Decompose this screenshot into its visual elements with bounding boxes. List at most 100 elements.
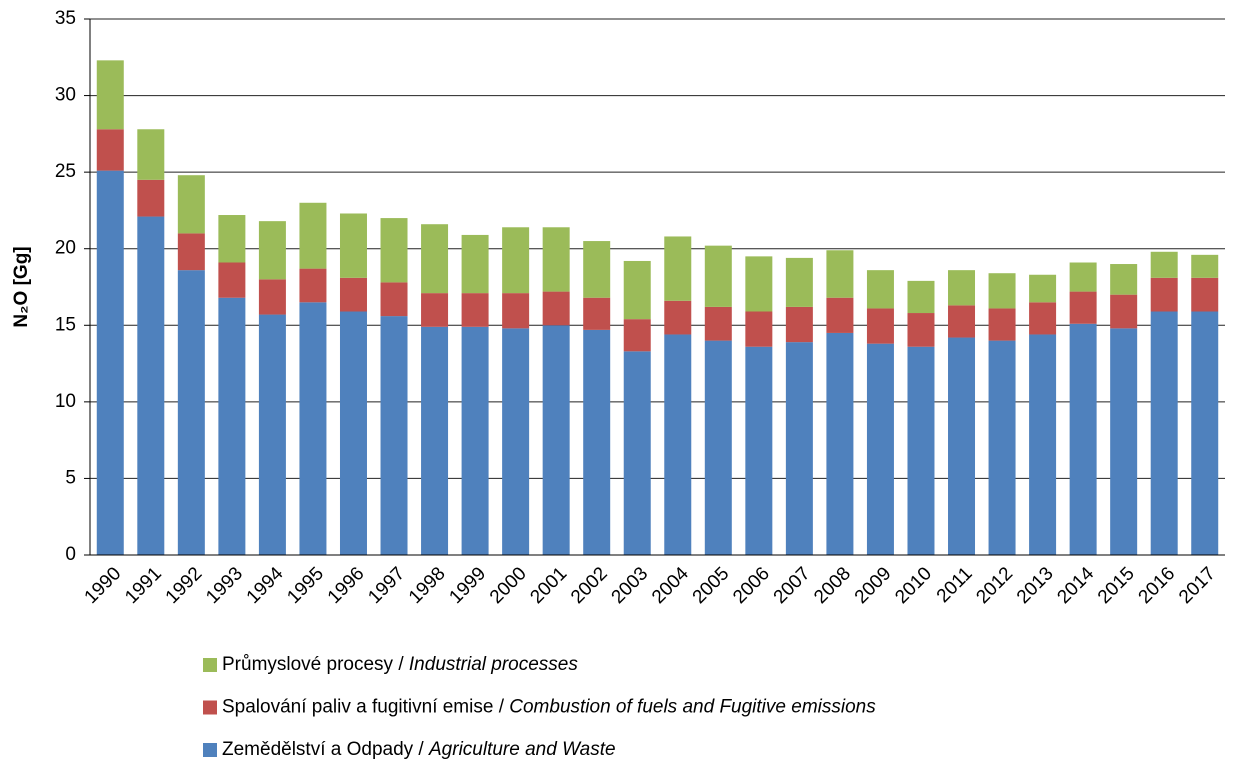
bar-segment	[502, 293, 530, 329]
x-tick-label: 2015	[1094, 563, 1139, 608]
bar-segment	[1191, 277, 1219, 312]
bar-segment	[907, 346, 935, 555]
bar-segment	[623, 351, 651, 555]
bar-segment	[137, 216, 165, 555]
legend-swatch	[203, 743, 217, 757]
bar-segment	[461, 293, 489, 327]
bar-segment	[299, 268, 327, 303]
bar-segment	[988, 273, 1016, 309]
bar-segment	[826, 250, 854, 298]
bar-segment	[502, 328, 530, 555]
bar-segment	[704, 245, 732, 307]
bar-segment	[218, 262, 246, 298]
bar-segment	[948, 337, 976, 555]
bar-segment	[299, 302, 327, 555]
x-tick-label: 2000	[486, 563, 531, 608]
bar-segment	[1150, 311, 1178, 555]
bar-segment	[583, 241, 611, 298]
bar-segment	[96, 170, 124, 555]
y-tick-label: 15	[55, 314, 76, 335]
y-tick-label: 0	[65, 544, 76, 565]
bar-segment	[542, 325, 570, 555]
x-tick-label: 2004	[648, 563, 693, 608]
legend-swatch	[203, 700, 217, 715]
legend-label: Spalování paliv a fugitivní emise / Comb…	[222, 697, 876, 718]
bar-segment	[1110, 264, 1138, 295]
x-tick-label: 1991	[121, 563, 166, 608]
bar-segment	[664, 236, 692, 301]
bar-segment	[1069, 291, 1097, 324]
bar-segment	[1191, 311, 1219, 555]
x-tick-label: 1995	[283, 563, 328, 608]
bar-segment	[137, 179, 165, 217]
bar-segment	[1150, 251, 1178, 278]
bar-segment	[948, 305, 976, 338]
x-tick-label: 2005	[689, 563, 734, 608]
bar-segment	[258, 279, 286, 315]
bar-segment	[339, 213, 367, 278]
x-tick-label: 1992	[162, 563, 207, 608]
bar-segment	[218, 297, 246, 555]
bar-segment	[96, 129, 124, 171]
bar-segment	[948, 270, 976, 306]
bar-segment	[745, 256, 773, 312]
bar-segment	[583, 329, 611, 555]
x-tick-label: 1997	[364, 563, 409, 608]
bar-segment	[177, 233, 205, 271]
bar-segment	[988, 340, 1016, 555]
x-tick-label: 2007	[770, 563, 815, 608]
x-tick-label: 1993	[202, 563, 247, 608]
bar-segment	[623, 319, 651, 352]
bar-segment	[1110, 294, 1138, 329]
bar-segment	[1069, 323, 1097, 555]
x-tick-label: 2001	[526, 563, 571, 608]
bar-segment	[826, 332, 854, 555]
bar-segment	[96, 60, 124, 130]
legend-label: Průmyslové procesy / Industrial processe…	[222, 654, 578, 675]
bar-segment	[258, 314, 286, 555]
bar-segment	[785, 257, 813, 307]
bar-segment	[907, 280, 935, 314]
bar-segment	[299, 202, 327, 269]
bar-segment	[826, 297, 854, 333]
x-tick-label: 1990	[81, 563, 126, 608]
legend-text: Průmyslové procesy /	[222, 654, 409, 675]
legend-swatch	[203, 658, 217, 672]
bar-segment	[988, 308, 1016, 341]
x-tick-label: 2010	[891, 563, 936, 608]
x-tick-label: 1999	[445, 563, 490, 608]
bar-segment	[339, 311, 367, 555]
bar-segment	[1029, 274, 1057, 303]
bar-segment	[1150, 277, 1178, 312]
bar-segment	[1191, 254, 1219, 278]
bar-segment	[704, 306, 732, 341]
bar-segment	[461, 326, 489, 555]
bar-segment	[177, 270, 205, 555]
bar-segment	[421, 293, 449, 327]
bar-segment	[664, 300, 692, 335]
x-tick-label: 2006	[729, 563, 774, 608]
y-tick-label: 35	[55, 8, 76, 29]
bar-segment	[502, 227, 530, 294]
bar-segment	[137, 129, 165, 180]
bar-segment	[542, 291, 570, 326]
bar-segment	[1110, 328, 1138, 555]
x-tick-label: 2011	[933, 563, 977, 607]
x-tick-label: 2003	[608, 563, 653, 608]
bar-segment	[421, 224, 449, 294]
bar-segment	[380, 282, 408, 317]
bar-segment	[1069, 262, 1097, 292]
y-tick-label: 5	[65, 467, 76, 488]
bar-segment	[907, 313, 935, 347]
bar-segment	[542, 227, 570, 292]
x-tick-label: 2009	[851, 563, 896, 608]
bar-segment	[623, 260, 651, 320]
bar-segment	[177, 175, 205, 234]
x-tick-label: 1996	[324, 563, 369, 608]
bar-segment	[218, 215, 246, 263]
legend-text: Agriculture and Waste	[428, 739, 616, 760]
bar-segment	[785, 306, 813, 343]
legend-text: Spalování paliv a fugitivní emise /	[222, 697, 509, 718]
